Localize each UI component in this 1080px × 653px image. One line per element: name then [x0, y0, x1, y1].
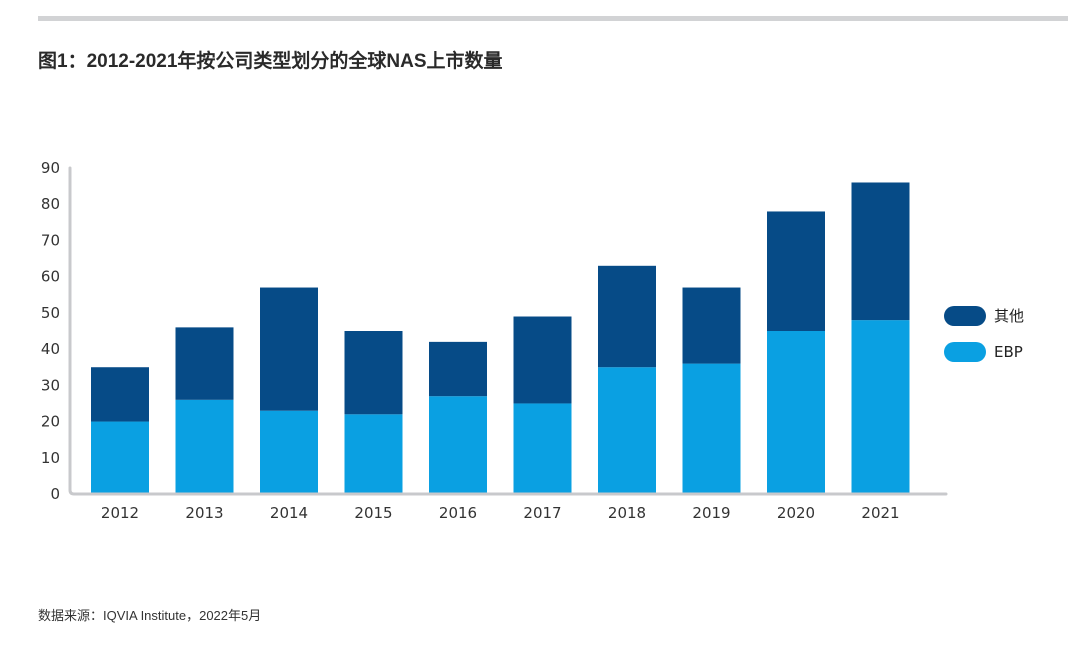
- bar-other-2017: [513, 316, 572, 404]
- top-rule: [38, 16, 1068, 21]
- x-tick-label-2021: 2021: [861, 504, 899, 522]
- bar-ebp-2012: [91, 421, 149, 494]
- tick-labels-group: 2012 2013 2014 2015 2016 2017 2018 2019 2020 2021…: [41, 159, 900, 522]
- y-tick-label-70: 70: [41, 231, 60, 249]
- x-tick-label-2013: 2013: [185, 504, 223, 522]
- x-tick-label-2018: 2018: [608, 504, 646, 522]
- legend-swatch-other: [944, 306, 986, 326]
- chart-title: 图1：2012-2021年按公司类型划分的全球NAS上市数量: [38, 51, 503, 72]
- bar-other-2012: [91, 367, 149, 422]
- bar-ebp-2013: [175, 399, 234, 494]
- source-note: 数据来源：IQVIA Institute，2022年5月: [38, 608, 262, 623]
- bar-ebp-2014: [260, 410, 318, 494]
- y-tick-label-30: 30: [41, 376, 60, 394]
- bar-ebp-2020: [767, 331, 825, 494]
- x-tick-label-2020: 2020: [777, 504, 815, 522]
- y-tick-label-40: 40: [41, 340, 60, 358]
- axes-group: [68, 166, 948, 496]
- bar-ebp-2015: [344, 414, 403, 494]
- x-tick-label-2014: 2014: [270, 504, 308, 522]
- x-tick-label-2012: 2012: [101, 504, 139, 522]
- x-tick-label-2017: 2017: [523, 504, 561, 522]
- legend-swatch-ebp: [944, 342, 986, 362]
- bar-ebp-2021: [851, 320, 910, 494]
- bar-other-2018: [598, 265, 656, 368]
- x-tick-label-2015: 2015: [354, 504, 392, 522]
- x-tick-label-2016: 2016: [439, 504, 477, 522]
- bar-other-2014: [260, 287, 318, 411]
- bars-group: [91, 182, 910, 494]
- legend-label-ebp: EBP: [994, 343, 1023, 361]
- y-tick-label-80: 80: [41, 195, 60, 213]
- y-tick-label-90: 90: [41, 159, 60, 177]
- y-tick-label-50: 50: [41, 304, 60, 322]
- bar-other-2020: [767, 211, 825, 331]
- y-tick-label-0: 0: [50, 485, 60, 503]
- bar-ebp-2018: [598, 367, 656, 494]
- bar-other-2015: [344, 331, 403, 415]
- bar-other-2019: [682, 287, 741, 364]
- bar-other-2013: [175, 327, 234, 400]
- bar-ebp-2016: [429, 396, 487, 494]
- legend: 其他 EBP: [944, 306, 1024, 362]
- bar-ebp-2017: [513, 403, 572, 494]
- bar-other-2021: [851, 182, 910, 321]
- y-tick-label-60: 60: [41, 268, 60, 286]
- axis-lines: [68, 166, 948, 496]
- bar-other-2016: [429, 341, 487, 397]
- x-tick-label-2019: 2019: [692, 504, 730, 522]
- y-tick-label-10: 10: [41, 449, 60, 467]
- y-tick-label-20: 20: [41, 413, 60, 431]
- legend-label-other: 其他: [994, 307, 1024, 325]
- bar-ebp-2019: [682, 363, 741, 494]
